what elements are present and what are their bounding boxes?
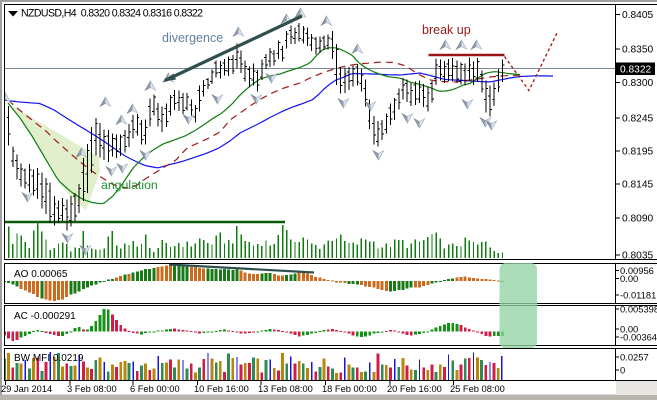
- svg-text:0.8300: 0.8300: [622, 78, 653, 89]
- svg-text:0.8035: 0.8035: [622, 251, 653, 262]
- svg-text:0.0257: 0.0257: [620, 352, 649, 363]
- svg-text:0: 0: [620, 365, 625, 376]
- svg-text:13 Feb 08:00: 13 Feb 08:00: [258, 384, 313, 394]
- svg-text:-0.01181: -0.01181: [620, 290, 656, 301]
- svg-text:0.00956: 0.00956: [620, 265, 654, 276]
- svg-text:29 Jan 2014: 29 Jan 2014: [1, 384, 52, 394]
- svg-text:6 Feb 00:00: 6 Feb 00:00: [130, 384, 180, 394]
- svg-text:18 Feb 00:00: 18 Feb 00:00: [322, 384, 377, 394]
- svg-text:0.8195: 0.8195: [622, 147, 653, 158]
- svg-text:0.00: 0.00: [620, 324, 638, 335]
- svg-text:0.8245: 0.8245: [622, 114, 653, 125]
- svg-text:NZDUSD,H4 0.8320 0.8324 0.831: NZDUSD,H4 0.8320 0.8324 0.8316 0.8322: [21, 8, 203, 20]
- svg-text:0.8350: 0.8350: [622, 45, 653, 56]
- svg-text:angulation: angulation: [101, 178, 158, 192]
- svg-text:AO 0.00065: AO 0.00065: [14, 269, 68, 280]
- svg-text:break up: break up: [422, 23, 471, 37]
- svg-text:-0.00364: -0.00364: [620, 332, 657, 343]
- svg-text:divergence: divergence: [162, 31, 223, 45]
- svg-text:0.005398: 0.005398: [620, 304, 657, 315]
- svg-text:0.8090: 0.8090: [622, 214, 653, 225]
- svg-text:0.8405: 0.8405: [622, 10, 653, 21]
- svg-text:0.00: 0.00: [620, 273, 638, 284]
- svg-text:BW MFI 0.0219: BW MFI 0.0219: [14, 353, 84, 364]
- svg-text:3 Feb 08:00: 3 Feb 08:00: [67, 384, 117, 394]
- svg-text:20 Feb 16:00: 20 Feb 16:00: [387, 384, 442, 394]
- svg-text:0.8322: 0.8322: [620, 65, 651, 76]
- svg-text:0.8145: 0.8145: [622, 180, 653, 191]
- svg-text:25 Feb 08:00: 25 Feb 08:00: [450, 384, 505, 394]
- svg-text:10 Feb 16:00: 10 Feb 16:00: [194, 384, 249, 394]
- svg-text:AC -0.000291: AC -0.000291: [14, 311, 76, 322]
